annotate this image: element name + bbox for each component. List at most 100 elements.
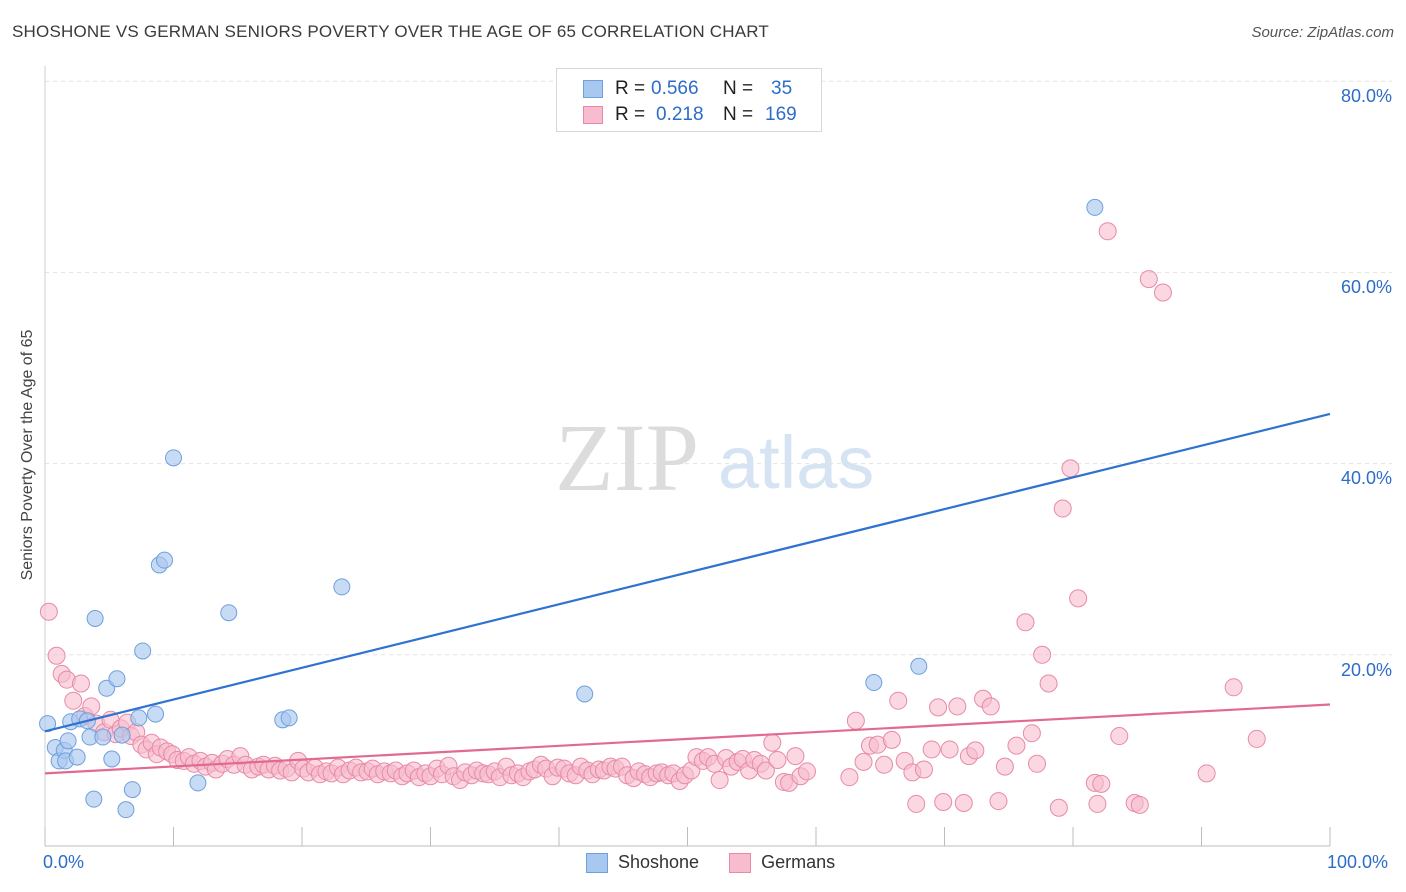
germans-point — [1061, 459, 1080, 478]
shoshone-point — [113, 726, 131, 744]
germans-point — [907, 794, 926, 813]
germans-point — [1224, 678, 1243, 697]
germans-point — [1139, 270, 1158, 289]
germans-point — [922, 740, 941, 759]
series-swatch-germans — [729, 852, 752, 873]
shoshone-point — [280, 709, 298, 727]
germans-point — [840, 768, 859, 787]
trend-lines — [44, 412, 1331, 775]
germans-point — [966, 741, 985, 760]
shoshone-point — [220, 604, 238, 622]
x-tick-100: 100.0% — [1327, 852, 1389, 872]
y-tick-80: 80.0% — [1340, 86, 1392, 106]
shoshone-trend-line — [44, 412, 1331, 733]
chart-title: SHOSHONE VS GERMAN SENIORS POVERTY OVER … — [12, 22, 770, 41]
germans-point — [889, 691, 908, 710]
y-tick-60: 60.0% — [1340, 277, 1392, 297]
germans-point — [995, 757, 1014, 776]
axes — [44, 66, 1331, 847]
shoshone-points — [39, 198, 1104, 819]
germans-point — [768, 750, 787, 769]
germans-point — [1053, 499, 1072, 518]
germans-point — [763, 733, 782, 752]
shoshone-point — [333, 578, 351, 596]
legend-n-label: N = — [723, 78, 754, 99]
germans-point — [1110, 727, 1129, 746]
shoshone-point — [117, 801, 135, 819]
shoshone-point — [865, 674, 883, 692]
germans-point — [948, 697, 967, 716]
series-label-germans: Germans — [761, 852, 836, 872]
germans-point — [1007, 736, 1026, 755]
x-tick-0: 0.0% — [43, 852, 85, 872]
germans-point — [82, 697, 101, 716]
legend-swatch-germans — [583, 106, 603, 124]
germans-point — [954, 793, 973, 812]
germans-point — [882, 730, 901, 749]
germans-point — [934, 793, 953, 812]
germans-point — [1092, 774, 1111, 793]
correlation-legend: R = 0.566 N = 35 R = 0.218 N = 169 — [556, 68, 822, 132]
germans-point — [71, 674, 90, 693]
legend-r-label: R = — [615, 104, 646, 125]
germans-point — [854, 752, 873, 771]
germans-point — [1039, 674, 1058, 693]
legend-n-label: N = — [723, 104, 754, 125]
germans-point — [846, 711, 865, 730]
legend-r-label: R = — [615, 78, 646, 99]
germans-point — [989, 792, 1008, 811]
germans-trend-line — [44, 703, 1331, 775]
germans-point — [875, 755, 894, 774]
shoshone-point — [94, 728, 112, 746]
shoshone-point — [576, 685, 594, 703]
y-tick-40: 40.0% — [1340, 468, 1392, 488]
shoshone-point — [103, 750, 121, 768]
series-label-shoshone: Shoshone — [618, 852, 700, 872]
legend-n-value: 169 — [765, 104, 797, 125]
germans-point — [39, 602, 58, 621]
watermark-atlas: atlas — [718, 421, 874, 504]
series-legend-shoshone[interactable]: Shoshone — [586, 852, 699, 873]
germans-point — [786, 747, 805, 766]
shoshone-point — [1086, 198, 1104, 216]
germans-point — [1033, 645, 1052, 664]
y-tick-20: 20.0% — [1340, 660, 1392, 680]
shoshone-point — [85, 790, 103, 808]
germans-point — [710, 771, 729, 790]
legend-row-shoshone: R = 0.566 N = 35 — [583, 77, 792, 101]
germans-point — [1049, 798, 1068, 817]
germans-point — [1088, 794, 1107, 813]
legend-n-value: 35 — [771, 78, 793, 99]
shoshone-point — [910, 657, 928, 675]
shoshone-point — [86, 609, 104, 627]
shoshone-point — [165, 449, 182, 467]
gridlines — [45, 80, 1392, 656]
germans-point — [1022, 724, 1041, 743]
shoshone-point — [147, 705, 165, 723]
germans-point — [1153, 283, 1172, 302]
germans-points — [39, 222, 1266, 817]
germans-point — [914, 760, 933, 779]
series-legend: Shoshone Germans — [586, 852, 865, 873]
shoshone-point — [156, 551, 174, 569]
source-label: Source: ZipAtlas.com — [1251, 24, 1394, 41]
shoshone-point — [59, 732, 77, 750]
germans-point — [1098, 222, 1117, 241]
shoshone-point — [189, 774, 207, 792]
legend-r-value: 0.566 — [651, 78, 699, 99]
germans-point — [64, 691, 83, 710]
germans-point — [940, 740, 959, 759]
shoshone-point — [130, 709, 148, 727]
shoshone-point — [134, 642, 152, 660]
series-legend-germans[interactable]: Germans — [729, 852, 835, 873]
germans-point — [47, 646, 66, 665]
germans-point — [1028, 754, 1047, 773]
germans-point — [1069, 589, 1088, 608]
germans-point — [981, 697, 1000, 716]
shoshone-point — [68, 748, 86, 766]
germans-point — [1130, 795, 1149, 814]
germans-point — [1247, 729, 1266, 748]
germans-point — [798, 762, 817, 781]
legend-row-germans: R = 0.218 N = 169 — [583, 103, 797, 127]
